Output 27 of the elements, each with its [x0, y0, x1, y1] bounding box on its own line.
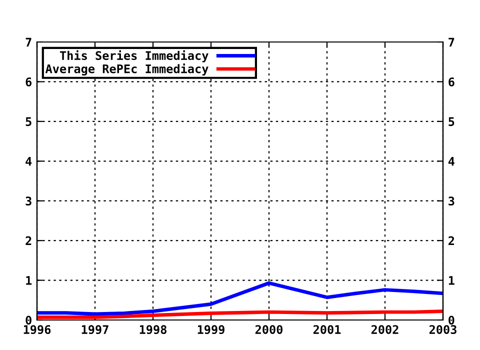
y-tick-label: 2	[26, 236, 32, 246]
y2-tick-label: 2	[448, 236, 454, 246]
legend-label: Average RePEc Immediacy	[45, 63, 208, 76]
x-tick-label: 2003	[429, 325, 456, 334]
y-tick-label: 4	[26, 157, 32, 166]
x-tick-label: 2002	[371, 325, 398, 334]
y2-tick-label: 3	[448, 196, 454, 206]
x-tick-label: 1996	[24, 325, 51, 334]
y2-tick-label: 5	[448, 117, 454, 126]
y-tick-label: 5	[26, 117, 32, 126]
y-tick-label: 3	[26, 196, 32, 206]
x-tick-label: 2001	[313, 325, 341, 334]
y2-tick-label: 6	[448, 77, 454, 86]
x-tick-label: 1997	[82, 325, 108, 334]
x-tick-label: 1998	[140, 325, 166, 334]
y2-tick-label: 4	[448, 157, 454, 166]
line-series	[37, 281, 443, 316]
y2-tick-label: 1	[448, 276, 454, 285]
y-tick-label: 0	[26, 316, 32, 325]
y-tick-label: 6	[26, 77, 32, 86]
y-tick-label: 7	[26, 38, 32, 46]
y-tick-label: 1	[26, 276, 32, 285]
legend-label: This Series Immediacy	[60, 50, 208, 62]
x-tick-label: 1999	[198, 325, 224, 334]
x-tick-label: 2000	[255, 325, 283, 334]
y2-tick-label: 7	[448, 38, 454, 46]
y2-tick-label: 0	[448, 316, 454, 325]
